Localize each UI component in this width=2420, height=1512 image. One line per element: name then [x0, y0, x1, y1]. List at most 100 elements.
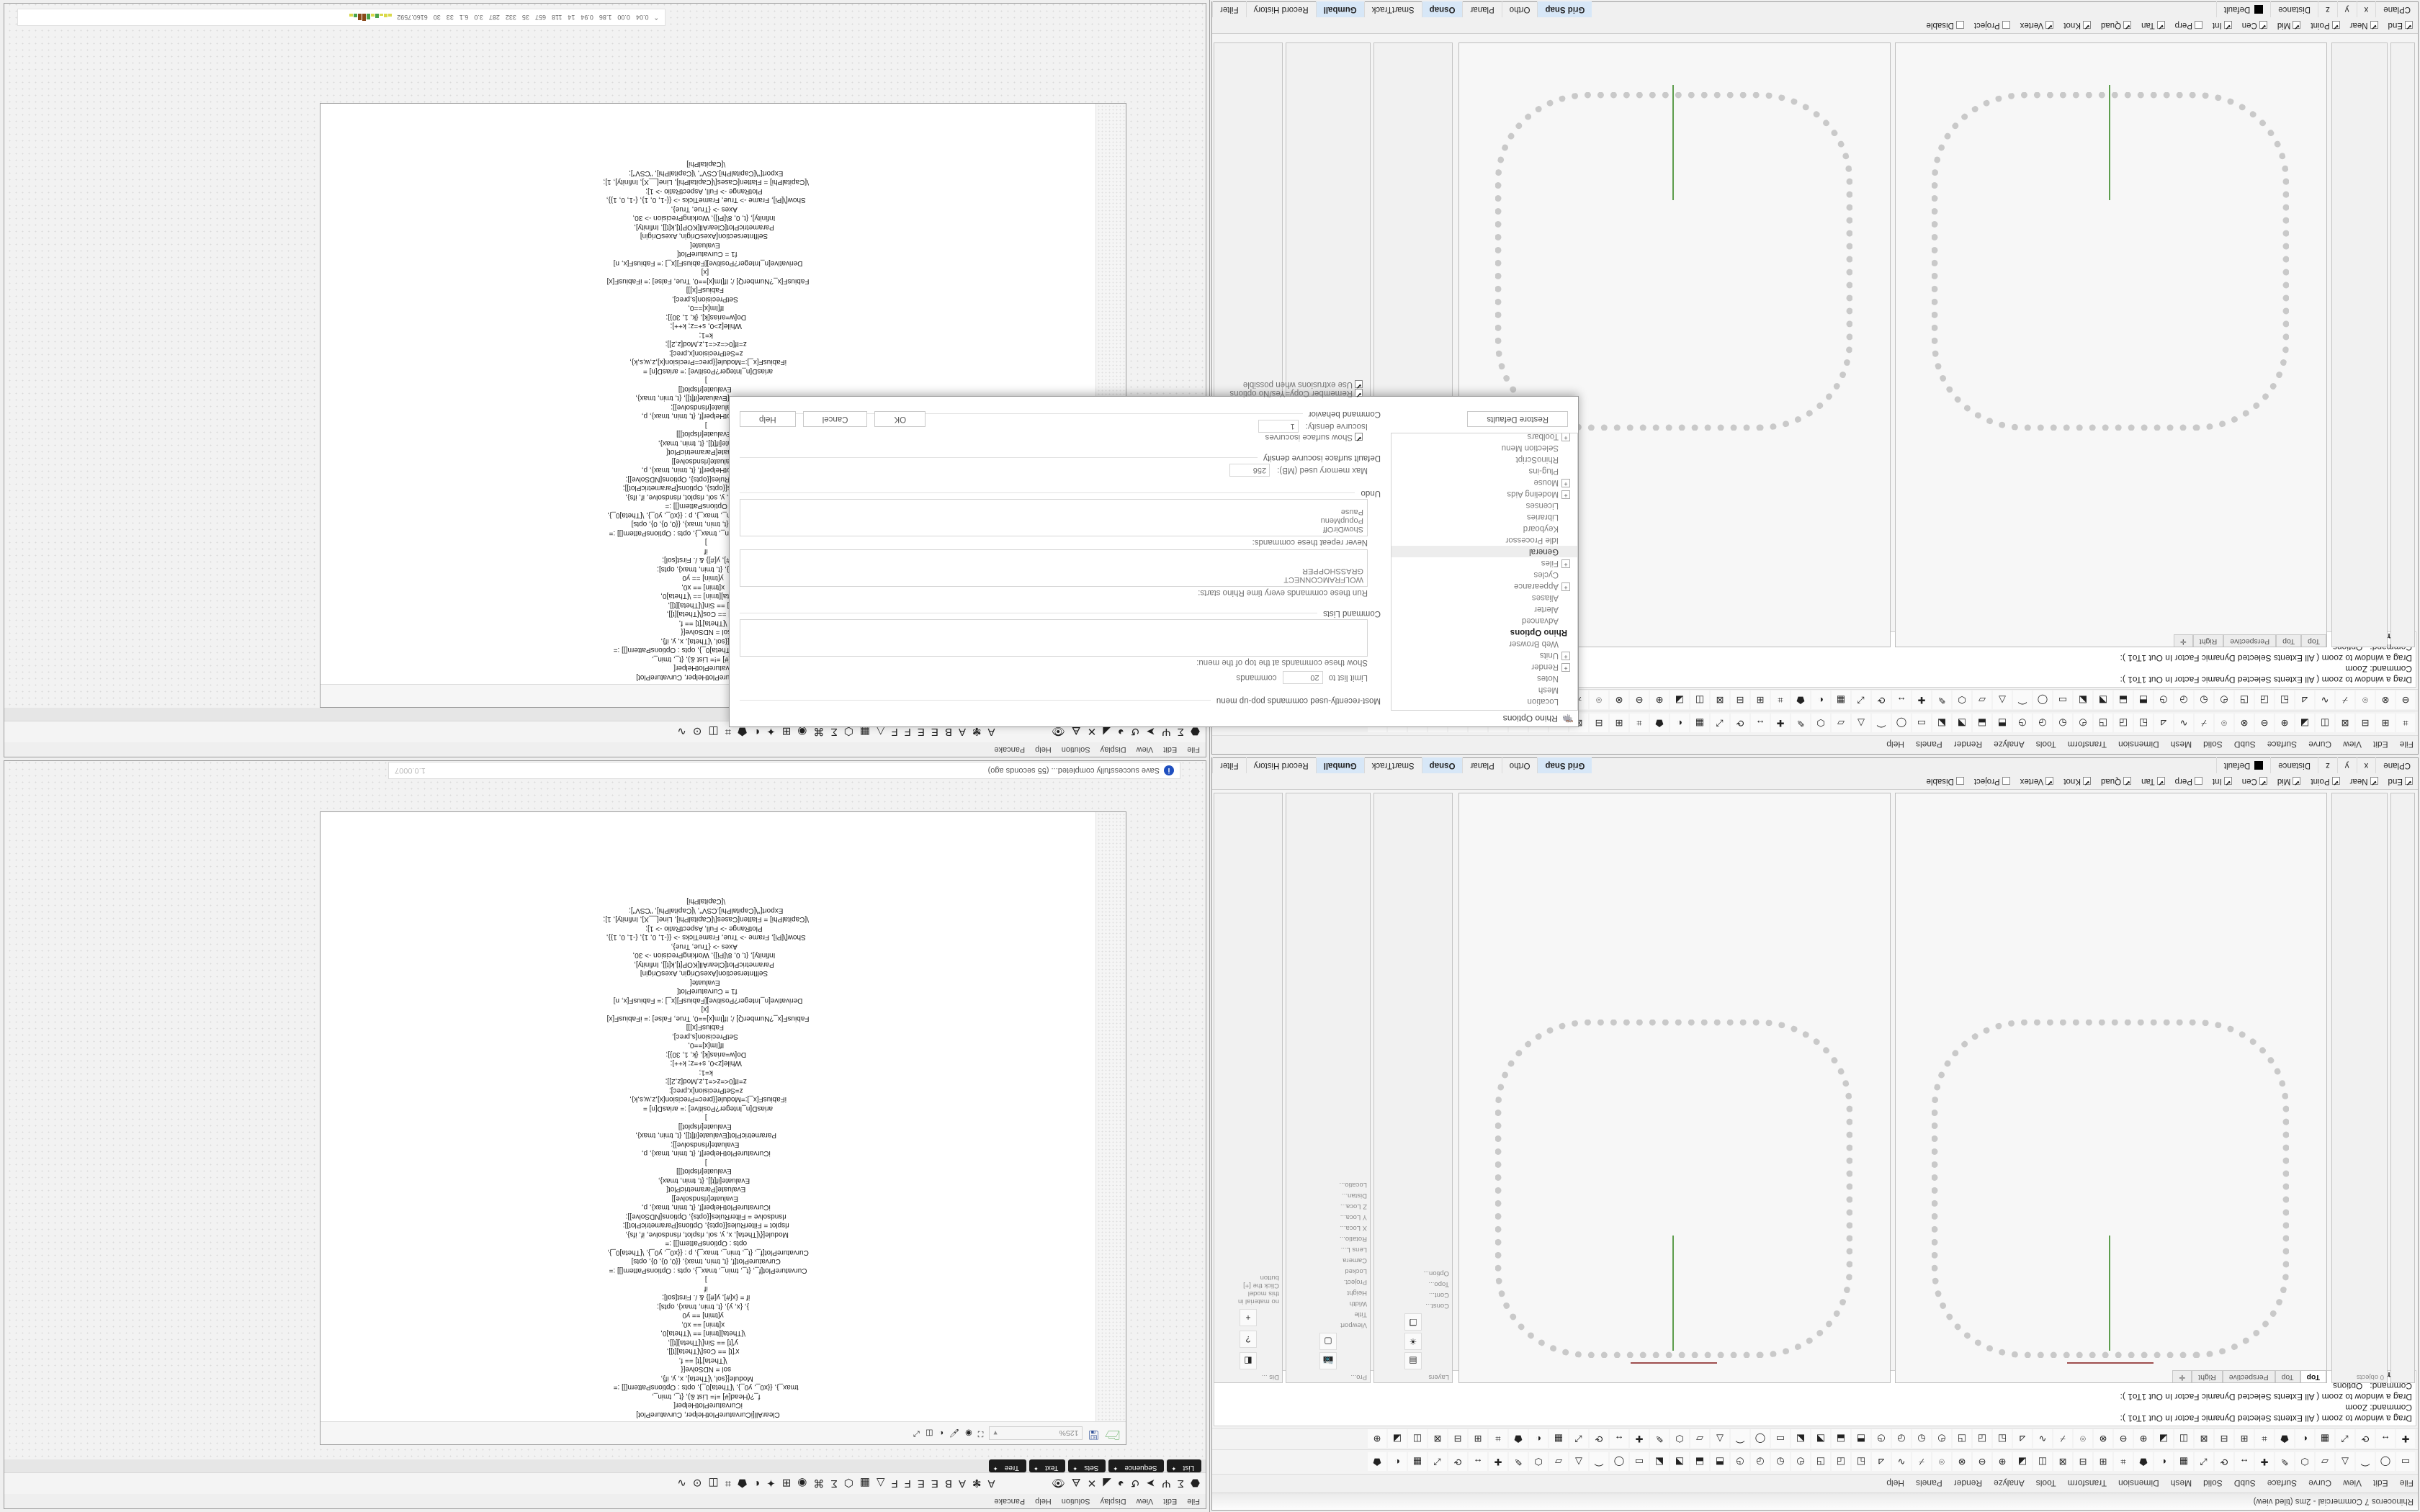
toolbar-icon-38[interactable]: ▭ [1630, 1452, 1649, 1472]
gh-comp-icon-1[interactable]: E [917, 726, 925, 738]
osnap-near[interactable]: Near [2345, 21, 2383, 30]
toolbar-icon-89[interactable]: ✎ [1650, 1429, 1669, 1449]
gh-comp-icon-8[interactable]: ⌘ [813, 1477, 825, 1490]
toolbar-icon-143[interactable]: ⊞ [1610, 714, 1628, 733]
gh-menu-display[interactable]: Display [1100, 1497, 1126, 1506]
toolbar-icon-119[interactable]: ◳ [2094, 714, 2112, 733]
gh-tab-tree[interactable]: Tree [988, 1459, 1027, 1472]
toolbar-icon-116[interactable]: ⊿ [2154, 714, 2173, 733]
fit-icon[interactable]: ⛶ [977, 1429, 984, 1438]
toolbar-icon-19[interactable]: ◪ [2013, 1452, 2032, 1472]
toolbar-icon-192[interactable]: ◪ [1670, 690, 1689, 710]
toolbar-icon-175[interactable]: ⌒ [2013, 690, 2032, 710]
rhino-menubar[interactable]: File Edit View Curve Surface SubD Solid Mesh Dim… [1212, 1474, 2418, 1493]
toolbar-icon-14[interactable]: ⌗ [2114, 1452, 2133, 1472]
run-command-item[interactable]: WOLFRAMCONNECT [1283, 575, 1363, 584]
toolbar-icon-97[interactable]: ⌗ [1489, 1429, 1507, 1449]
checkbox-icon[interactable] [1355, 380, 1363, 389]
toolbar-icon-55[interactable]: ⤢ [2336, 1429, 2354, 1449]
mru-limit-input[interactable]: 20 [1282, 671, 1323, 684]
toolbar-icon-165[interactable]: ◴ [2215, 690, 2233, 710]
toolbar-icon-194[interactable]: ⊖ [1630, 690, 1649, 710]
checkbox-icon[interactable] [2082, 21, 2091, 30]
osnap-near[interactable]: Near [2345, 777, 2383, 786]
toolbar-icon-107[interactable]: ⊠ [2336, 714, 2354, 733]
toolbar-icon-11[interactable]: ▦ [2174, 1452, 2193, 1472]
mru-show-listbox[interactable] [740, 619, 1368, 657]
checkbox-icon[interactable] [1355, 433, 1363, 441]
viewport-tab-top-1[interactable]: Top [2276, 634, 2302, 647]
toolbar-icon-20[interactable]: ⊕ [1993, 1452, 2012, 1472]
gh-menu-help[interactable]: Help [1035, 1497, 1052, 1506]
tree-item-files[interactable]: Files [1392, 557, 1577, 569]
toolbar-icon-9[interactable]: ⟳ [2215, 1452, 2233, 1472]
viewport-tab-top-0[interactable]: Top [2301, 634, 2326, 647]
menu-item-render[interactable]: Render [1953, 1478, 1983, 1489]
gh-format-icon-3[interactable]: B [944, 726, 952, 738]
toolbar-icon-13[interactable]: ⬟ [2134, 1452, 2153, 1472]
toolbar-icon-131[interactable]: △ [1852, 714, 1870, 733]
gh-tab-sequence[interactable]: Sequence [1108, 1459, 1165, 1472]
gh-tool-icon-4[interactable]: ↺ [1130, 725, 1140, 738]
grasshopper-icon-row[interactable]: ⬣ Σ Ψ ➤ ↺ ◕ ◢ ✕ 🜁 👁 A ✾ A B E E F F △ ▦ ⬡ Σ ⌘ ◉ ⊞ ✦ ◐ ⬟ ⌗ ◫ ⊙ ∿ [4, 1472, 1206, 1494]
property-height[interactable]: Height [1347, 1289, 1367, 1297]
tree-item-modeling-aids[interactable]: Modeling Aids [1392, 488, 1577, 500]
toolbar-icon-45[interactable]: ✚ [1489, 1452, 1507, 1472]
rcp-icon[interactable]: ◧ [1240, 1352, 1257, 1369]
toolbar-icon-64[interactable]: ◪ [2154, 1429, 2173, 1449]
toolbar-icon-92[interactable]: ⟳ [1590, 1429, 1608, 1449]
menu-item-edit[interactable]: Edit [2372, 739, 2388, 750]
toolbar-icon-144[interactable]: ⊟ [1590, 714, 1608, 733]
menu-item-transform[interactable]: Transform [2067, 1478, 2107, 1489]
tree-item-libraries[interactable]: Libraries [1526, 513, 1559, 521]
toolbar-icon-113[interactable]: ⌾ [2215, 714, 2233, 733]
toolbar-icon-10[interactable]: ⤢ [2195, 1452, 2213, 1472]
toolbar-icon-69[interactable]: ⌿ [2053, 1429, 2072, 1449]
osnap-int[interactable]: Int [2208, 777, 2237, 786]
tree-item-notes[interactable]: Notes [1536, 674, 1559, 683]
osnap-project[interactable]: Project [1969, 777, 2015, 786]
dialog-button-restore-defaults[interactable]: Restore Defaults [1467, 411, 1568, 427]
gh-menu-file[interactable]: File [1187, 745, 1200, 754]
toolbar-icon-90[interactable]: ✚ [1630, 1429, 1649, 1449]
split-icon[interactable]: ◫ [926, 1428, 933, 1437]
viewport-props-list[interactable]: Title Width Height Project. Locked [1286, 1266, 1370, 1320]
gh-comp-icon-14[interactable]: ⌗ [725, 1477, 732, 1490]
toolbar-icon-36[interactable]: ⬔ [1670, 1452, 1689, 1472]
menu-item-analyze[interactable]: Analyze [1994, 1478, 2025, 1489]
menu-item-help[interactable]: Help [1886, 739, 1905, 750]
tree-item-plug-ins[interactable]: Plug-ins [1528, 467, 1559, 475]
menu-item-view[interactable]: View [2343, 739, 2362, 750]
toolbar-icon-43[interactable]: ⬡ [1529, 1452, 1548, 1472]
gh-tool-icon-1[interactable]: Σ [1177, 726, 1184, 738]
gh-tool-icon-3[interactable]: ➤ [1146, 1477, 1156, 1490]
osnap-mid[interactable]: Mid [2272, 777, 2306, 786]
toolbar-icon-167[interactable]: ◶ [2174, 690, 2193, 710]
help-icon[interactable]: ? [1240, 1331, 1257, 1348]
toolbar-icon-129[interactable]: ◯ [1892, 714, 1911, 733]
toolbar-icon-191[interactable]: ◫ [1690, 690, 1709, 710]
toolbar-icon-83[interactable]: ▭ [1771, 1429, 1790, 1449]
toolbar-icon-79[interactable]: ⬒ [1852, 1429, 1870, 1449]
checkbox-icon[interactable] [2405, 777, 2413, 786]
toolbar-icon-158[interactable]: ⌾ [2356, 690, 2375, 710]
toolbar-icon-49[interactable]: ▦ [1408, 1452, 1427, 1472]
toolbar-icon-114[interactable]: ⌿ [2195, 714, 2213, 733]
gh-format-icon-2[interactable]: A [958, 1477, 966, 1490]
toolbar-icon-58[interactable]: ⬟ [2275, 1429, 2294, 1449]
status-toggle-record-history[interactable]: Record History [1245, 1, 1316, 17]
toolbar-icon-0[interactable]: ▭ [2396, 1452, 2415, 1472]
gh-menu-edit[interactable]: Edit [1163, 745, 1178, 754]
viewport-tab-perspective-2[interactable]: Perspective [2223, 634, 2277, 647]
toolbar-icon-170[interactable]: ⬓ [2114, 690, 2133, 710]
toolbar-icon-177[interactable]: ▱ [1973, 690, 1991, 710]
checkbox-icon[interactable] [2259, 777, 2267, 786]
tree-item-mouse[interactable]: Mouse [1392, 477, 1577, 488]
toolbar-icon-126[interactable]: ⬔ [1953, 714, 1971, 733]
menu-item-edit[interactable]: Edit [2372, 1478, 2388, 1489]
toolbar-icon-65[interactable]: ⊕ [2134, 1429, 2153, 1449]
toolbar-icon-138[interactable]: ⤢ [1711, 714, 1729, 733]
status-toggle-gumball[interactable]: Gumball [1315, 1, 1364, 17]
tree-item-mesh[interactable]: Mesh [1538, 685, 1559, 694]
osnap-vertex[interactable]: Vertex [2015, 21, 2059, 30]
